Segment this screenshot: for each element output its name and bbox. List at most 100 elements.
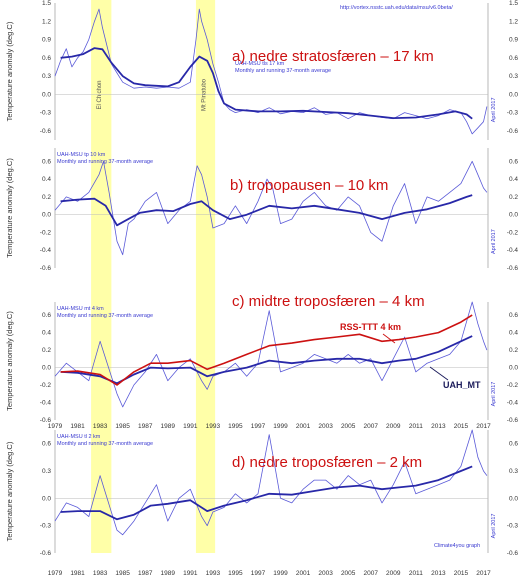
y-tick-right: -0.4 (507, 247, 519, 254)
y-tick-left: -0.4 (40, 247, 52, 254)
monthly-line (54, 301, 488, 408)
year-tick: 1993 (206, 570, 221, 577)
year-tick: 1993 (206, 423, 221, 430)
rss-line (60, 314, 473, 386)
highlight-band-el-chichon (91, 0, 112, 553)
panel-title-d: d) nedre troposfæren – 2 km (232, 454, 422, 471)
y-tick-left: 0.0 (42, 495, 51, 502)
series-subtitle: Monthly and running 37-month average (235, 68, 331, 74)
y-tick-left: 0.6 (42, 158, 51, 165)
y-tick-right: 0.6 (509, 312, 518, 319)
y-tick-left: 0.6 (42, 55, 51, 62)
year-tick: 1999 (273, 570, 288, 577)
credit-label: Climate4you graph (434, 543, 480, 549)
chart-panels: 1.5 1.5 1.2 1.2 0.9 0.9 0.6 0.6 0.3 0.3 0.0 0.0 -0.3… (5, 0, 518, 557)
annotation-uah-pointer (429, 366, 449, 381)
year-tick: 2011 (409, 570, 423, 577)
year-tick: 2003 (318, 423, 333, 430)
year-tick: 2005 (341, 570, 356, 577)
y-tick-left: 0.0 (42, 365, 51, 372)
year-tick: 2009 (386, 570, 401, 577)
year-tick: 2013 (431, 570, 446, 577)
year-tick: 1979 (48, 423, 63, 430)
series-subtitle: Monthly and running 37-month average (57, 159, 153, 165)
y-axis-title: Temperature anomaly (deg.C) (5, 158, 14, 258)
y-tick-left: -0.6 (40, 265, 52, 272)
y-tick-left: 0.0 (42, 91, 51, 98)
y-tick-right: 1.2 (509, 18, 518, 25)
y-tick-left: -0.2 (40, 229, 52, 236)
y-tick-left: 0.2 (42, 194, 51, 201)
y-tick-right: 0.6 (509, 441, 518, 448)
y-tick-right: 0.6 (509, 158, 518, 165)
running-average-line (60, 47, 473, 120)
year-tick: 1997 (251, 570, 266, 577)
y-tick-right: -0.3 (507, 110, 519, 117)
y-tick-left: 0.3 (42, 468, 51, 475)
y-tick-right: -0.2 (507, 229, 519, 236)
y-tick-right: 0.4 (509, 176, 518, 183)
running-average-line (60, 194, 473, 227)
date-label: April 2017 (491, 514, 497, 539)
year-tick: 2017 (476, 423, 491, 430)
year-tick: 1979 (48, 570, 63, 577)
y-tick-right: -0.4 (507, 400, 519, 407)
y-tick-right: 1.5 (509, 0, 518, 7)
monthly-line (54, 160, 488, 256)
series-source-label: UAH-MSU tl 2 km (57, 434, 101, 440)
year-tick: 2015 (454, 570, 469, 577)
y-tick-right: 0.0 (509, 91, 518, 98)
annotation-rss: RSS-TTT 4 km (340, 322, 401, 332)
y-tick-left: -0.6 (40, 417, 52, 424)
year-ticks-bottom: 1979 1981 1983 1985 1987 1989 1991 1993 1995 1997… (48, 570, 491, 577)
y-tick-right: 0.0 (509, 495, 518, 502)
date-label: April 2017 (491, 382, 497, 407)
y-tick-right: -0.3 (507, 523, 519, 530)
year-tick: 1997 (251, 423, 266, 430)
y-tick-right: 0.6 (509, 55, 518, 62)
year-tick: 1981 (70, 570, 85, 577)
year-tick: 1989 (161, 570, 176, 577)
panel-title-b: b) tropopausen – 10 km (230, 177, 388, 194)
series-subtitle: Monthly and running 37-month average (57, 441, 153, 447)
running-average-line (60, 335, 473, 385)
y-tick-right: -0.6 (507, 550, 519, 557)
y-tick-left: -0.3 (40, 523, 52, 530)
y-tick-left: 0.4 (42, 330, 51, 337)
annotation-rss-pointer (382, 333, 396, 344)
year-tick: 1999 (273, 423, 288, 430)
y-tick-right: 0.0 (509, 212, 518, 219)
highlight-label-el-chichon: El Chichon (97, 80, 103, 109)
y-tick-left: -0.2 (40, 382, 52, 389)
year-tick: 1987 (138, 423, 153, 430)
y-tick-right: -0.6 (507, 265, 519, 272)
series-source-label: UAH-MSU tls 17 km (235, 61, 285, 67)
y-axis-title: Temperature anomaly (deg.C) (5, 21, 14, 121)
year-tick: 2003 (318, 570, 333, 577)
series-source-label: UAH-MSU tp 10 km (57, 152, 106, 158)
y-tick-right: -0.6 (507, 417, 519, 424)
date-label: April 2017 (491, 97, 497, 122)
panel-b: 0.6 0.6 0.4 0.4 0.2 0.2 0.0 0.0 -0.2 -0.2 -0.4 -0.4… (5, 148, 518, 272)
year-tick: 2015 (454, 423, 469, 430)
y-tick-left: 1.5 (42, 0, 51, 7)
year-tick: 2001 (296, 570, 311, 577)
source-url: http://vortex.nsstc.uah.edu/data/msu/v6.… (340, 5, 453, 11)
year-tick: 1989 (161, 423, 176, 430)
year-tick: 2017 (476, 570, 491, 577)
y-tick-left: -0.6 (40, 550, 52, 557)
year-tick: 1981 (70, 423, 85, 430)
year-ticks-middle: 1979 1981 1983 1985 1987 1989 1991 1993 1995 1997… (48, 423, 491, 430)
y-tick-right: 0.4 (509, 330, 518, 337)
annotation-uah: UAH_MT (443, 380, 481, 390)
y-tick-left: -0.3 (40, 110, 52, 117)
y-tick-right: 0.2 (509, 347, 518, 354)
year-tick: 2007 (363, 423, 378, 430)
panel-title-c: c) midtre troposfæren – 4 km (232, 293, 425, 310)
y-tick-left: 0.4 (42, 176, 51, 183)
y-tick-right: -0.6 (507, 128, 519, 135)
year-tick: 1995 (228, 570, 243, 577)
year-tick: 1985 (115, 423, 130, 430)
running-average-line (60, 465, 473, 521)
